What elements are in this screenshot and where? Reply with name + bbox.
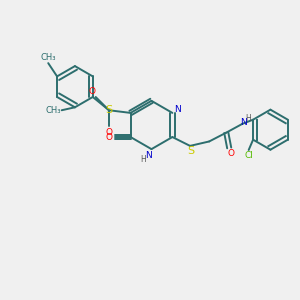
Text: Cl: Cl [244, 151, 253, 160]
Text: O: O [89, 87, 96, 96]
Text: H: H [245, 114, 250, 123]
Text: H: H [140, 155, 146, 164]
Text: S: S [188, 146, 194, 156]
Text: N: N [241, 118, 247, 127]
Text: O: O [106, 128, 112, 137]
Text: CH₃: CH₃ [46, 106, 61, 115]
Text: N: N [174, 105, 181, 114]
Text: CH₃: CH₃ [40, 53, 56, 62]
Text: N: N [145, 151, 152, 160]
Text: O: O [106, 133, 113, 142]
Text: O: O [227, 149, 234, 158]
Text: S: S [105, 105, 112, 115]
